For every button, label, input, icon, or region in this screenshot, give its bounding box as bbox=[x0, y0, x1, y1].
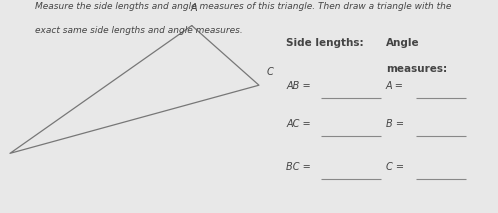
Text: A: A bbox=[191, 3, 198, 13]
Text: exact same side lengths and angle measures.: exact same side lengths and angle measur… bbox=[35, 26, 243, 35]
Text: AB =: AB = bbox=[286, 81, 311, 91]
Text: measures:: measures: bbox=[386, 64, 447, 74]
Text: B =: B = bbox=[386, 119, 404, 129]
Text: Side lengths:: Side lengths: bbox=[286, 38, 364, 48]
Text: A =: A = bbox=[386, 81, 404, 91]
Text: Angle: Angle bbox=[386, 38, 420, 48]
Text: AC =: AC = bbox=[286, 119, 311, 129]
Text: C: C bbox=[266, 67, 273, 77]
Text: Measure the side lengths and angle measures of this triangle. Then draw a triang: Measure the side lengths and angle measu… bbox=[35, 2, 451, 11]
Text: BC =: BC = bbox=[286, 162, 311, 172]
Text: C =: C = bbox=[386, 162, 404, 172]
